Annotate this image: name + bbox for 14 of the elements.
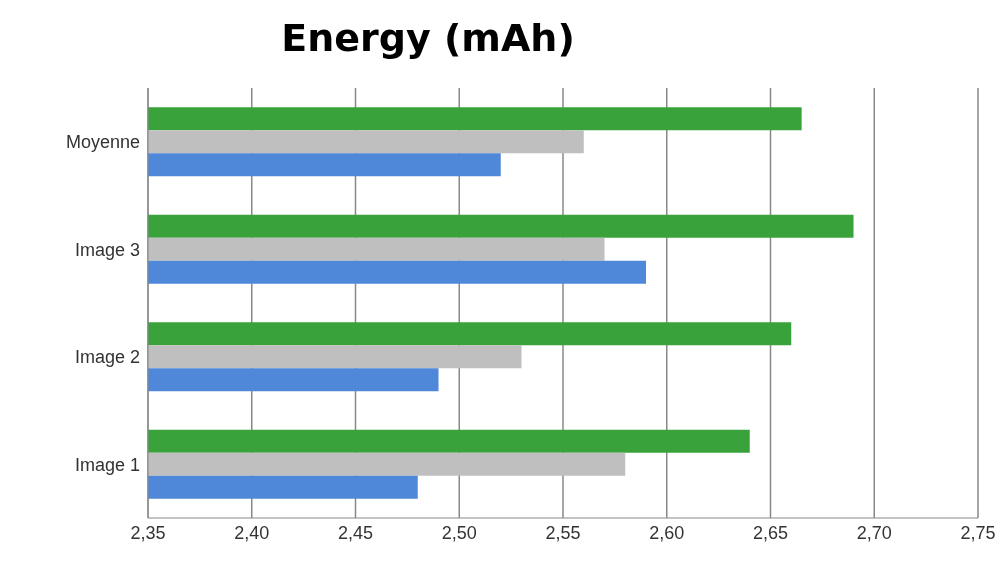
y-tick-label: Moyenne <box>65 132 140 153</box>
x-tick-label: 2,50 <box>441 522 477 543</box>
chart-title: Energy (mAh) <box>280 15 576 62</box>
x-tick-label: 2,35 <box>130 522 166 543</box>
x-tick-label: 2,65 <box>752 522 789 543</box>
y-tick-label: Image 1 <box>74 454 140 475</box>
x-tick-label: 2,45 <box>337 522 374 543</box>
x-tick-label: 2,75 <box>960 522 996 543</box>
y-tick-label: Image 2 <box>74 347 140 368</box>
x-tick-label: 2,60 <box>649 522 685 543</box>
x-tick-label: 2,40 <box>234 522 270 543</box>
x-tick-label: 2,55 <box>545 522 581 543</box>
x-tick-label: 2,70 <box>856 522 892 543</box>
y-tick-label: Image 3 <box>74 239 140 260</box>
